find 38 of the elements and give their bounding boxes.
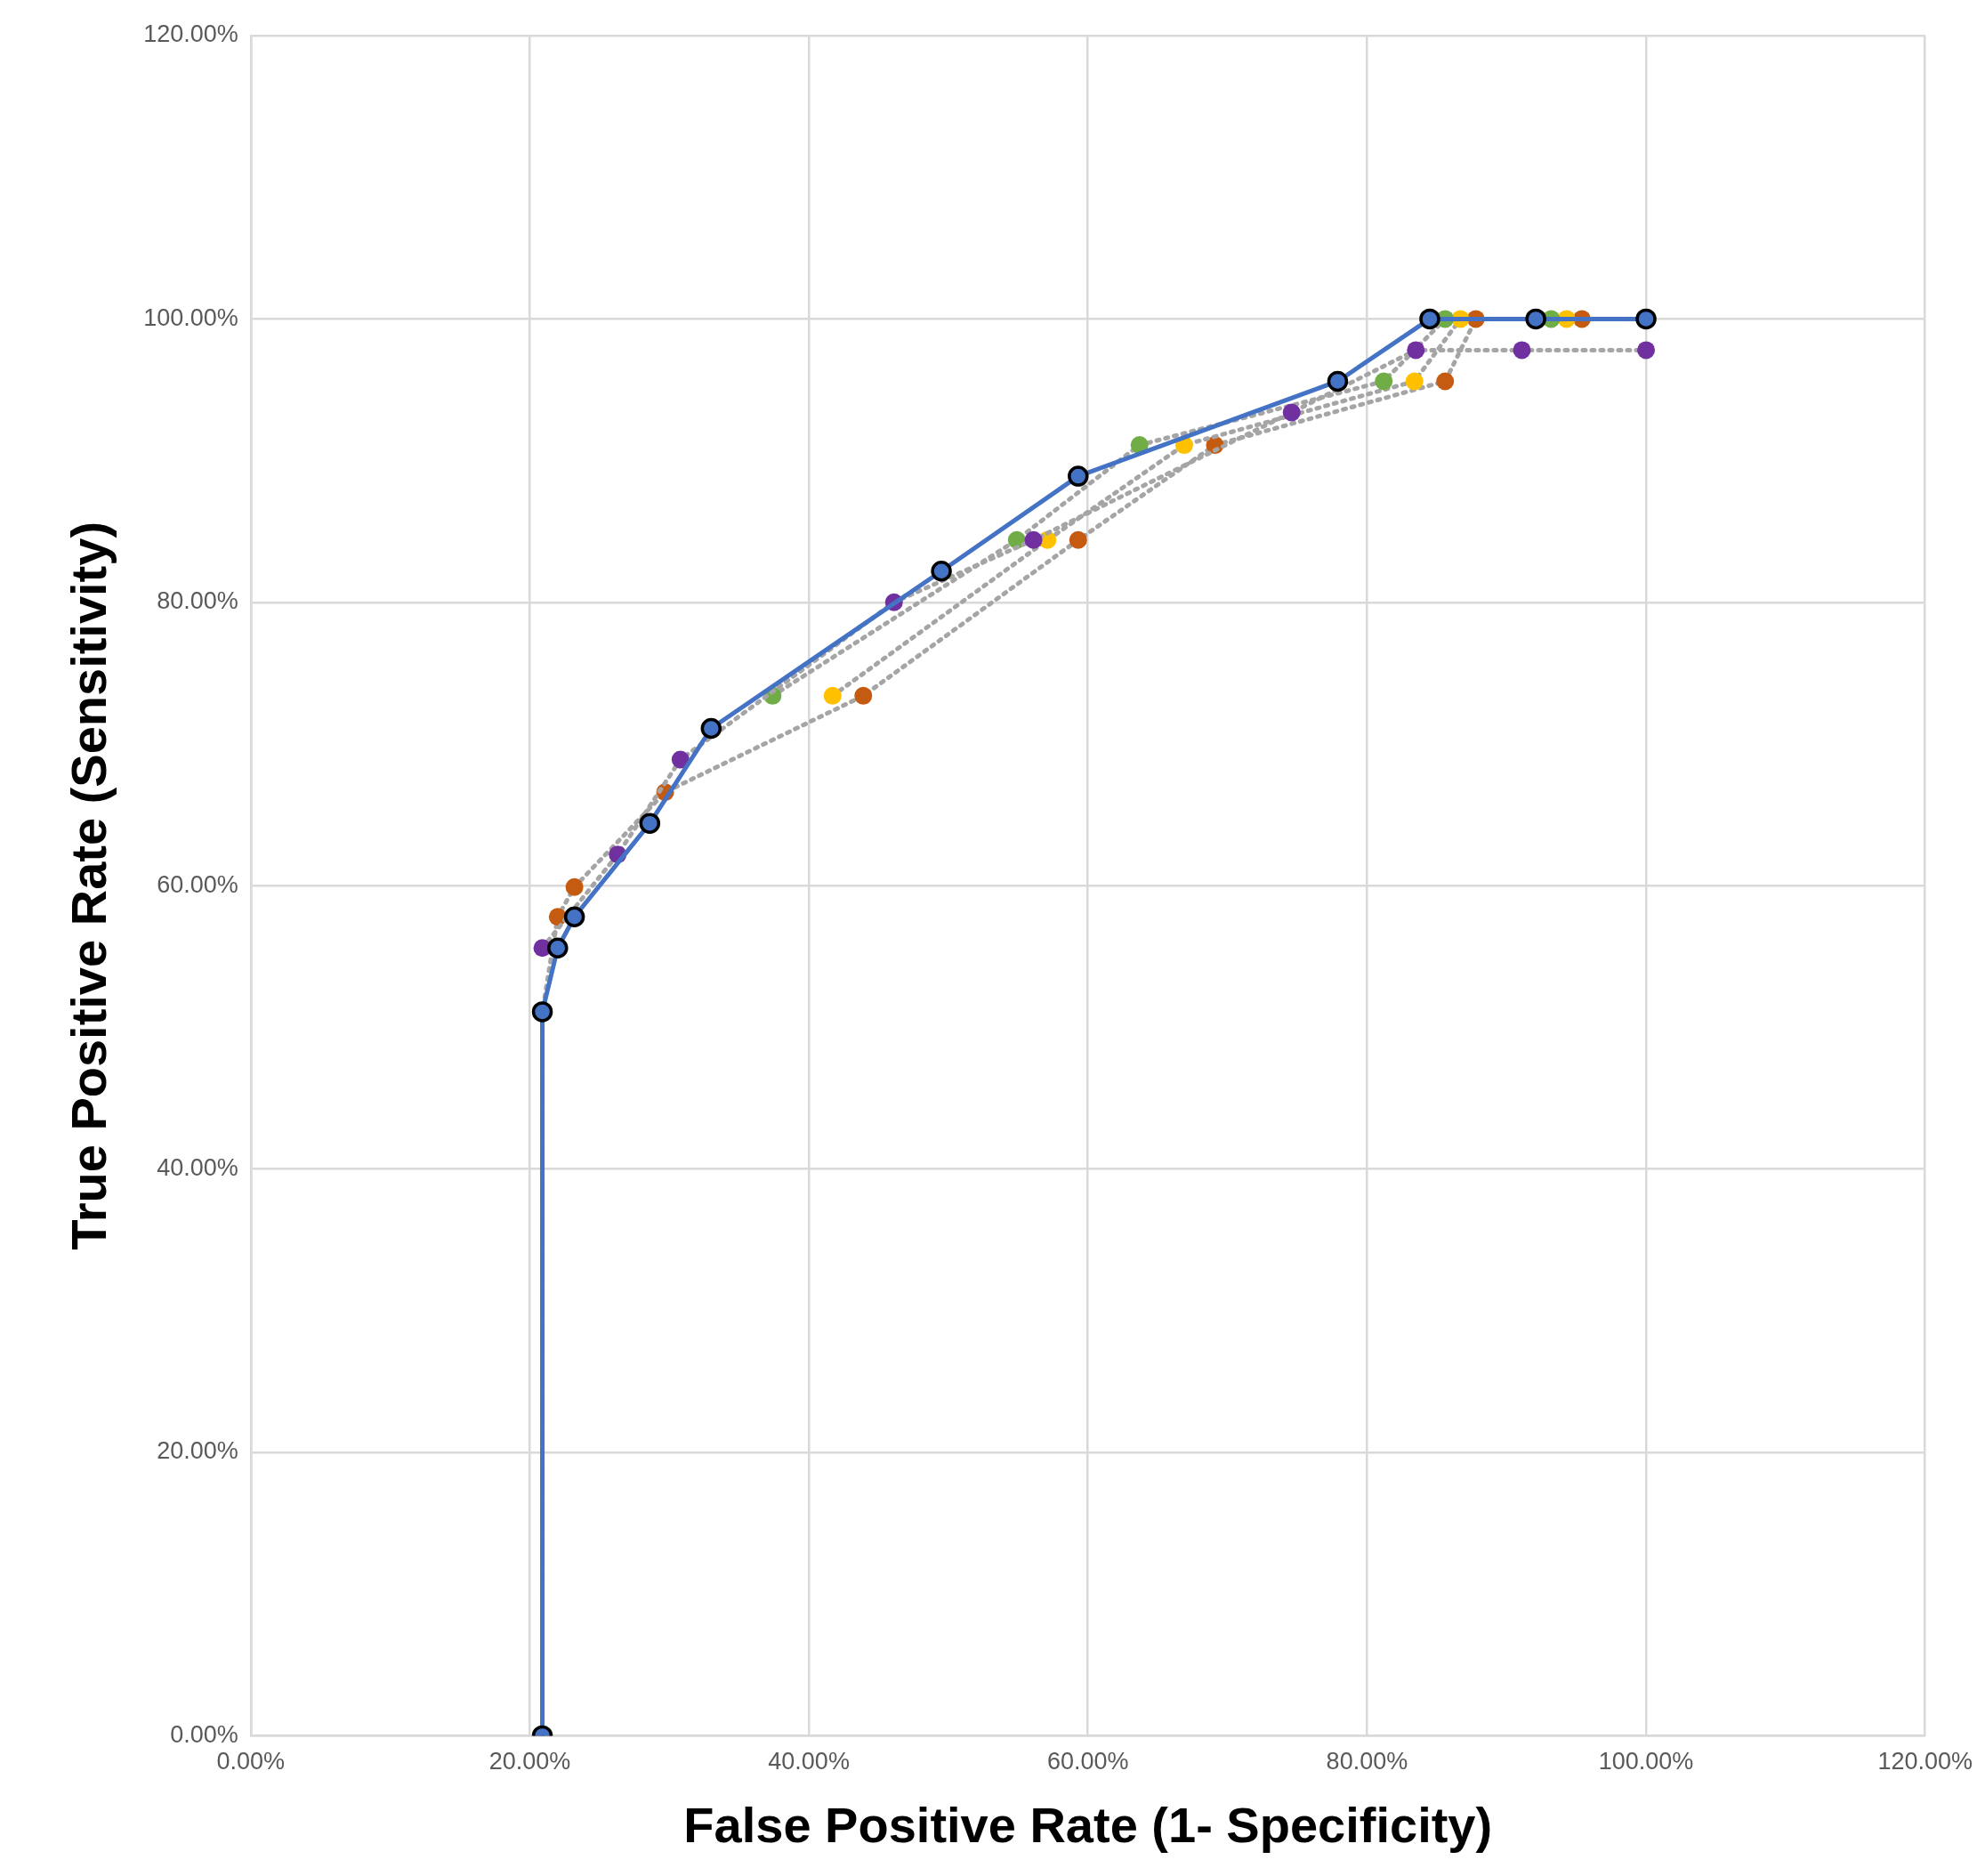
- point: [1327, 370, 1349, 392]
- point: [823, 686, 842, 705]
- x-tick-label: 60.00%: [1046, 1748, 1129, 1775]
- point: [671, 750, 690, 769]
- y-tick-label: 100.00%: [143, 303, 238, 331]
- y-axis-title: True Positive Rate (Sensitivity): [61, 521, 117, 1250]
- y-tick-label: 120.00%: [143, 20, 238, 48]
- x-tick-label: 40.00%: [768, 1748, 850, 1775]
- x-axis-title: False Positive Rate (1- Specificity): [683, 1796, 1493, 1853]
- x-tick-label: 0.00%: [216, 1748, 286, 1775]
- point: [1068, 465, 1089, 487]
- point: [1405, 372, 1424, 391]
- y-tick-label: 60.00%: [157, 870, 238, 898]
- point: [1407, 341, 1425, 360]
- point: [547, 937, 569, 958]
- x-tick-label: 120.00%: [1877, 1748, 1973, 1775]
- point: [854, 686, 873, 705]
- x-tick-label: 80.00%: [1326, 1748, 1408, 1775]
- x-tick-label: 100.00%: [1598, 1748, 1694, 1775]
- point: [1637, 341, 1656, 360]
- point: [563, 906, 585, 927]
- point: [1419, 308, 1440, 330]
- y-tick-label: 0.00%: [170, 1720, 238, 1748]
- point: [931, 561, 952, 582]
- point: [1513, 341, 1531, 360]
- point: [1282, 403, 1301, 422]
- point: [1436, 372, 1455, 391]
- point: [1375, 372, 1393, 391]
- x-tick-label: 20.00%: [488, 1748, 571, 1775]
- point: [1525, 308, 1546, 330]
- y-tick-label: 40.00%: [157, 1154, 238, 1182]
- y-tick-label: 20.00%: [157, 1437, 238, 1465]
- point: [639, 813, 661, 834]
- point: [700, 717, 722, 740]
- point: [1069, 530, 1087, 549]
- point: [1024, 530, 1043, 549]
- y-tick-label: 80.00%: [157, 587, 238, 615]
- point: [565, 877, 584, 896]
